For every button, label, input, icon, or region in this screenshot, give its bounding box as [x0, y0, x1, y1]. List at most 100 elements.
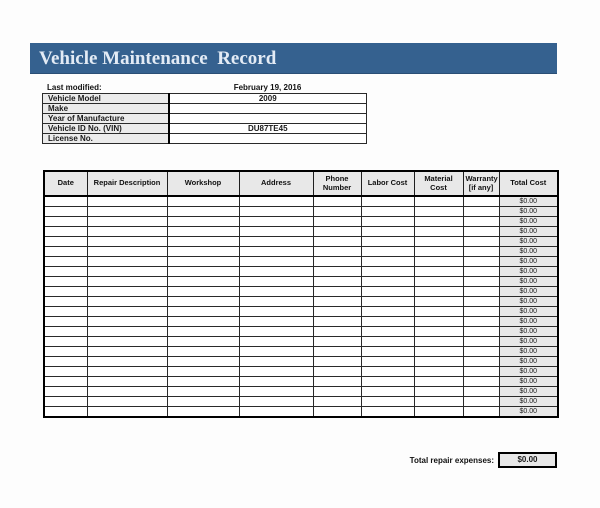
info-value-vehicle-model[interactable]: 2009 — [168, 93, 367, 104]
empty-cell[interactable] — [360, 386, 415, 397]
total-cost-cell[interactable]: $0.00 — [498, 206, 559, 217]
empty-cell[interactable] — [312, 406, 362, 418]
empty-cell[interactable] — [238, 276, 314, 287]
total-cost-cell[interactable]: $0.00 — [498, 246, 559, 257]
total-cost-cell[interactable]: $0.00 — [498, 216, 559, 227]
empty-cell[interactable] — [462, 376, 500, 387]
empty-cell[interactable] — [462, 246, 500, 257]
empty-cell[interactable] — [166, 216, 240, 227]
total-cost-cell[interactable]: $0.00 — [498, 226, 559, 237]
empty-cell[interactable] — [166, 346, 240, 357]
empty-cell[interactable] — [166, 256, 240, 267]
empty-cell[interactable] — [360, 366, 415, 377]
empty-cell[interactable] — [413, 386, 464, 397]
empty-cell[interactable] — [312, 306, 362, 317]
empty-cell[interactable] — [166, 236, 240, 247]
total-cost-cell[interactable]: $0.00 — [498, 366, 559, 377]
empty-cell[interactable] — [462, 286, 500, 297]
info-value-vin[interactable]: DU87TE45 — [168, 123, 367, 134]
empty-cell[interactable] — [238, 216, 314, 227]
empty-cell[interactable] — [360, 226, 415, 237]
empty-cell[interactable] — [360, 396, 415, 407]
total-repair-expenses-value[interactable]: $0.00 — [498, 452, 557, 468]
empty-cell[interactable] — [462, 216, 500, 227]
empty-cell[interactable] — [462, 306, 500, 317]
empty-cell[interactable] — [360, 266, 415, 277]
empty-cell[interactable] — [238, 306, 314, 317]
last-modified-value[interactable]: February 19, 2016 — [233, 83, 302, 92]
total-cost-cell[interactable]: $0.00 — [498, 256, 559, 267]
empty-cell[interactable] — [312, 246, 362, 257]
empty-cell[interactable] — [462, 346, 500, 357]
empty-cell[interactable] — [312, 386, 362, 397]
total-cost-cell[interactable]: $0.00 — [498, 236, 559, 247]
empty-cell[interactable] — [312, 216, 362, 227]
empty-cell[interactable] — [360, 216, 415, 227]
empty-cell[interactable] — [360, 256, 415, 267]
empty-cell[interactable] — [413, 406, 464, 418]
empty-cell[interactable] — [413, 206, 464, 217]
empty-cell[interactable] — [462, 336, 500, 347]
empty-cell[interactable] — [43, 276, 88, 287]
empty-cell[interactable] — [86, 226, 168, 237]
empty-cell[interactable] — [86, 406, 168, 418]
empty-cell[interactable] — [43, 266, 88, 277]
empty-cell[interactable] — [43, 316, 88, 327]
empty-cell[interactable] — [413, 236, 464, 247]
empty-cell[interactable] — [43, 306, 88, 317]
empty-cell[interactable] — [43, 216, 88, 227]
empty-cell[interactable] — [86, 206, 168, 217]
empty-cell[interactable] — [312, 396, 362, 407]
empty-cell[interactable] — [86, 286, 168, 297]
empty-cell[interactable] — [166, 276, 240, 287]
empty-cell[interactable] — [86, 336, 168, 347]
empty-cell[interactable] — [360, 306, 415, 317]
empty-cell[interactable] — [238, 316, 314, 327]
empty-cell[interactable] — [312, 376, 362, 387]
empty-cell[interactable] — [238, 286, 314, 297]
total-cost-cell[interactable]: $0.00 — [498, 336, 559, 347]
total-cost-cell[interactable]: $0.00 — [498, 276, 559, 287]
empty-cell[interactable] — [360, 246, 415, 257]
empty-cell[interactable] — [166, 206, 240, 217]
empty-cell[interactable] — [413, 276, 464, 287]
empty-cell[interactable] — [166, 376, 240, 387]
empty-cell[interactable] — [413, 326, 464, 337]
empty-cell[interactable] — [360, 326, 415, 337]
empty-cell[interactable] — [413, 396, 464, 407]
total-cost-cell[interactable]: $0.00 — [498, 406, 559, 418]
empty-cell[interactable] — [413, 376, 464, 387]
empty-cell[interactable] — [462, 226, 500, 237]
empty-cell[interactable] — [43, 326, 88, 337]
empty-cell[interactable] — [360, 296, 415, 307]
empty-cell[interactable] — [166, 316, 240, 327]
empty-cell[interactable] — [462, 326, 500, 337]
empty-cell[interactable] — [462, 206, 500, 217]
empty-cell[interactable] — [238, 236, 314, 247]
empty-cell[interactable] — [86, 346, 168, 357]
empty-cell[interactable] — [360, 206, 415, 217]
empty-cell[interactable] — [43, 356, 88, 367]
empty-cell[interactable] — [360, 195, 415, 207]
empty-cell[interactable] — [360, 316, 415, 327]
empty-cell[interactable] — [462, 406, 500, 418]
empty-cell[interactable] — [462, 296, 500, 307]
empty-cell[interactable] — [360, 346, 415, 357]
empty-cell[interactable] — [413, 246, 464, 257]
empty-cell[interactable] — [413, 286, 464, 297]
empty-cell[interactable] — [166, 386, 240, 397]
empty-cell[interactable] — [166, 226, 240, 237]
empty-cell[interactable] — [86, 246, 168, 257]
empty-cell[interactable] — [312, 286, 362, 297]
empty-cell[interactable] — [312, 316, 362, 327]
empty-cell[interactable] — [43, 366, 88, 377]
empty-cell[interactable] — [166, 306, 240, 317]
empty-cell[interactable] — [238, 195, 314, 207]
empty-cell[interactable] — [238, 406, 314, 418]
empty-cell[interactable] — [238, 226, 314, 237]
empty-cell[interactable] — [86, 306, 168, 317]
empty-cell[interactable] — [238, 266, 314, 277]
empty-cell[interactable] — [43, 406, 88, 418]
empty-cell[interactable] — [413, 306, 464, 317]
empty-cell[interactable] — [462, 316, 500, 327]
